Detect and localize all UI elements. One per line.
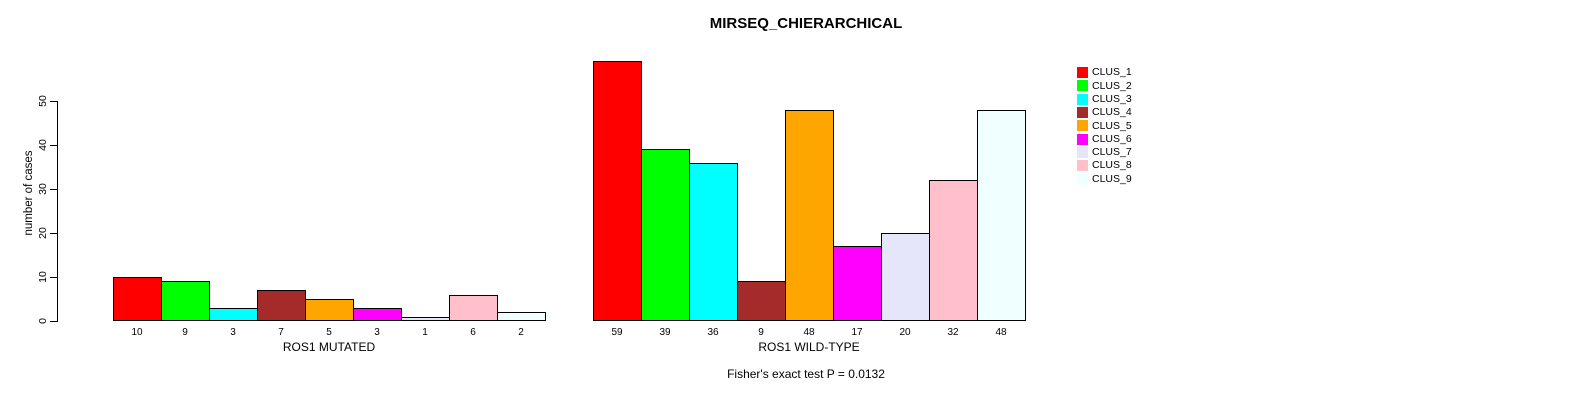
bar-value-label: 17 [851,327,863,338]
y-axis-line [57,101,58,322]
bar [401,317,450,321]
y-axis-tick-label: 0 [37,318,49,324]
y-axis-tick [50,233,57,234]
bar-value-label: 9 [182,327,188,338]
bar-value-label: 48 [995,327,1007,338]
bar [977,110,1026,321]
bar-value-label: 3 [230,327,236,338]
y-axis-tick-label: 30 [37,183,49,195]
bar [209,308,258,321]
bar-value-label: 59 [611,327,623,338]
bar [257,290,306,321]
bar-value-label: 9 [758,327,764,338]
legend-item-label: CLUS_8 [1092,159,1132,172]
legend-item-label: CLUS_9 [1092,172,1132,185]
bar [833,246,882,321]
legend-color-swatch [1077,107,1088,119]
legend-item: CLUS_9 [1077,172,1132,185]
bar-value-label: 7 [278,327,284,338]
bar-value-label: 48 [803,327,815,338]
bar [737,281,786,321]
legend-item: CLUS_5 [1077,119,1132,132]
legend-item: CLUS_4 [1077,106,1132,119]
y-axis-tick-label: 20 [37,227,49,239]
fisher-test-annotation: Fisher's exact test P = 0.0132 [727,367,885,381]
y-axis-tick-label: 40 [37,139,49,151]
legend-color-swatch [1077,120,1088,132]
legend: CLUS_1 CLUS_2 CLUS_3 CLUS_4 CLUS_5 CLUS_6 CLUS… [1077,66,1132,186]
bar [641,149,690,321]
legend-item: CLUS_2 [1077,79,1132,92]
bar [497,312,546,321]
y-axis-tick-label: 50 [37,95,49,107]
legend-color-swatch [1077,133,1088,145]
legend-color-swatch [1077,160,1088,172]
y-axis-tick-label: 10 [37,271,49,283]
legend-color-swatch [1077,173,1088,185]
y-axis-tick [50,189,57,190]
legend-item: CLUS_8 [1077,159,1132,172]
bar-value-label: 39 [659,327,671,338]
bar-value-label: 5 [326,327,332,338]
bar-value-label: 6 [470,327,476,338]
bar [881,233,930,321]
legend-item-label: CLUS_1 [1092,66,1132,79]
legend-color-swatch [1077,80,1088,92]
y-axis-tick [50,321,57,322]
y-axis-label: number of cases [23,150,35,236]
bar [593,61,642,321]
bar-value-label: 20 [899,327,911,338]
legend-item-label: CLUS_5 [1092,119,1132,132]
bar-value-label: 10 [131,327,143,338]
bar [305,299,354,321]
legend-color-swatch [1077,93,1088,105]
bar [161,281,210,321]
y-axis-tick [50,101,57,102]
bar [449,295,498,321]
legend-item-label: CLUS_7 [1092,146,1132,159]
legend-item: CLUS_1 [1077,66,1132,79]
legend-color-swatch [1077,146,1088,158]
legend-item-label: CLUS_4 [1092,106,1132,119]
bar-value-label: 3 [374,327,380,338]
bar [353,308,402,321]
y-axis-tick [50,145,57,146]
x-axis-group-label-mutated: ROS1 MUTATED [282,340,376,354]
bar-value-label: 2 [518,327,524,338]
chart-title: MIRSEQ_CHIERARCHICAL [709,15,903,32]
bar [113,277,162,321]
bar [689,163,738,321]
bar [785,110,834,321]
y-axis-tick [50,277,57,278]
x-axis-group-label-wildtype: ROS1 WILD-TYPE [758,340,860,354]
bar-value-label: 36 [707,327,719,338]
bar [929,180,978,321]
legend-item: CLUS_6 [1077,132,1132,145]
bar-value-label: 32 [947,327,959,338]
legend-color-swatch [1077,67,1088,79]
legend-item: CLUS_7 [1077,146,1132,159]
legend-item-label: CLUS_3 [1092,92,1132,105]
bar-value-label: 1 [422,327,428,338]
legend-item-label: CLUS_6 [1092,132,1132,145]
legend-item-label: CLUS_2 [1092,79,1132,92]
legend-item: CLUS_3 [1077,93,1132,106]
